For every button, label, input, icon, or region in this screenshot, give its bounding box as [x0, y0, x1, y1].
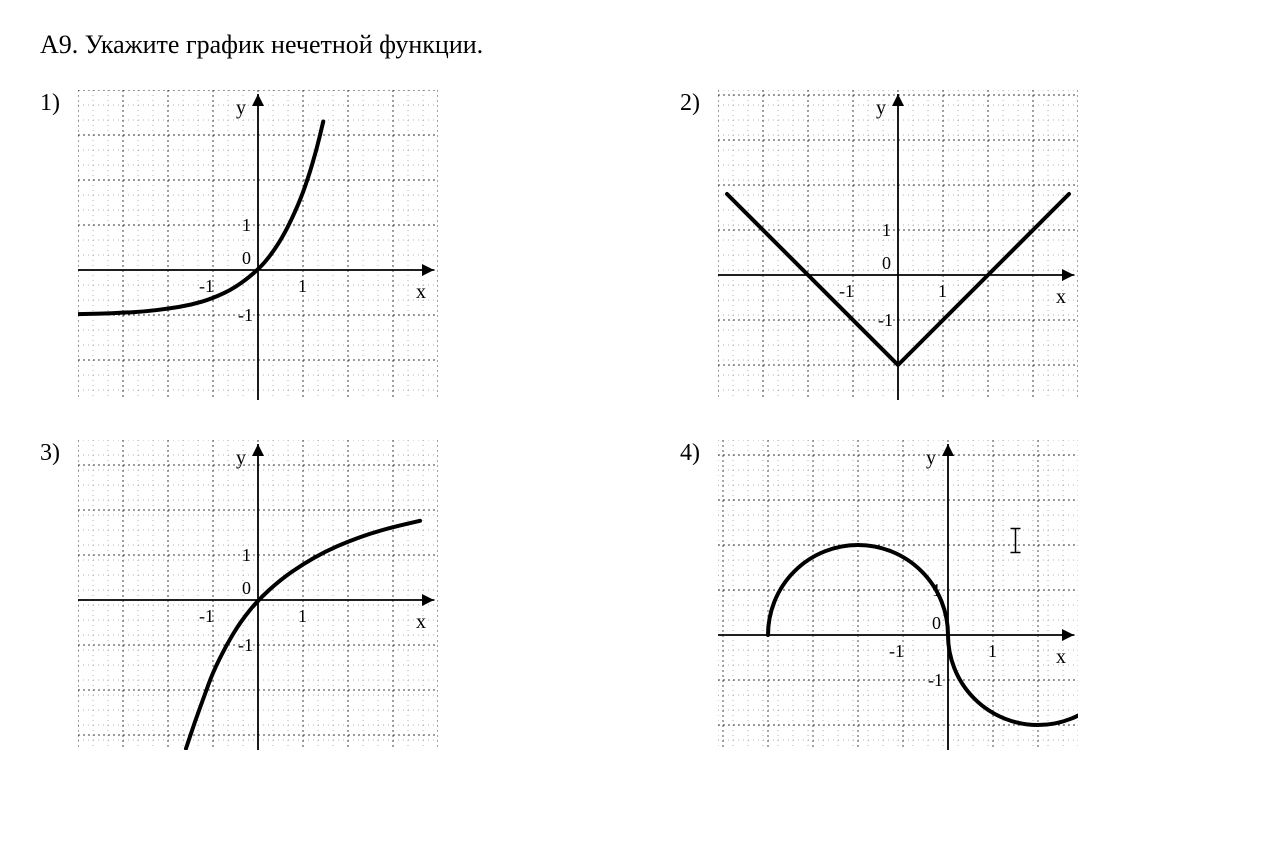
svg-text:1: 1 — [938, 281, 947, 301]
svg-text:-1: -1 — [199, 606, 214, 626]
question-text: Укажите график нечетной функции. — [85, 30, 483, 59]
charts-grid: 1) y x 0 1 -1 1 -1 2) y x 0 1 -1 1 -1 3) y x 0 1 -1 1 -1 4… — [40, 90, 1140, 750]
chart-2: y x 0 1 -1 1 -1 — [718, 90, 1078, 400]
svg-text:y: y — [236, 97, 246, 119]
svg-text:-1: -1 — [928, 670, 943, 690]
chart-label-1: 1) — [40, 90, 70, 117]
svg-text:1: 1 — [882, 220, 891, 240]
svg-text:0: 0 — [932, 613, 941, 633]
svg-text:y: y — [876, 97, 886, 119]
svg-text:x: x — [416, 611, 426, 633]
svg-text:1: 1 — [988, 641, 997, 661]
chart-label-2: 2) — [680, 90, 710, 117]
svg-text:0: 0 — [242, 578, 251, 598]
svg-text:0: 0 — [242, 248, 251, 268]
chart-4: yx01-11-1 — [718, 440, 1078, 750]
svg-text:-1: -1 — [878, 310, 893, 330]
svg-text:-1: -1 — [839, 281, 854, 301]
chart-label-3: 3) — [40, 440, 70, 467]
svg-text:-1: -1 — [238, 635, 253, 655]
svg-text:-1: -1 — [889, 641, 904, 661]
svg-text:x: x — [1056, 286, 1066, 308]
svg-text:x: x — [1056, 646, 1066, 668]
svg-text:1: 1 — [298, 606, 307, 626]
svg-text:0: 0 — [882, 253, 891, 273]
svg-text:y: y — [236, 447, 246, 469]
svg-text:1: 1 — [242, 215, 251, 235]
svg-text:1: 1 — [242, 545, 251, 565]
svg-text:-1: -1 — [238, 305, 253, 325]
question-number: А9. — [40, 30, 78, 59]
svg-text:x: x — [416, 281, 426, 303]
chart-3: y x 0 1 -1 1 -1 — [78, 440, 438, 750]
chart-1: y x 0 1 -1 1 -1 — [78, 90, 438, 400]
svg-text:1: 1 — [298, 276, 307, 296]
svg-text:y: y — [926, 447, 936, 469]
svg-text:-1: -1 — [199, 276, 214, 296]
chart-label-4: 4) — [680, 440, 710, 467]
